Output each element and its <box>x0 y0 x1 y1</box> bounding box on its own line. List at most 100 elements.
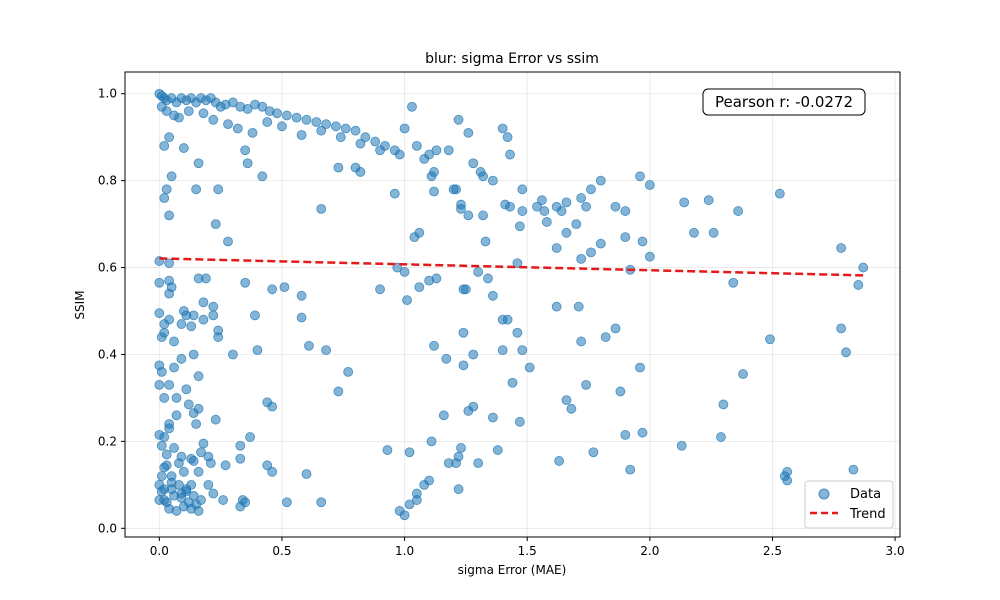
data-point <box>600 332 611 342</box>
data-point <box>620 232 631 243</box>
data-point <box>156 471 167 482</box>
scatter-points <box>154 88 869 521</box>
data-point <box>733 206 744 216</box>
data-point <box>402 295 412 306</box>
data-point <box>203 479 214 490</box>
data-point <box>250 310 260 321</box>
plot-frame <box>124 71 901 538</box>
data-point <box>581 379 591 390</box>
data-point <box>159 140 170 151</box>
data-point <box>524 362 535 373</box>
data-point <box>154 495 165 505</box>
data-point <box>419 154 430 164</box>
data-point <box>281 110 292 121</box>
data-point <box>205 458 216 469</box>
data-point <box>301 114 312 125</box>
data-point <box>625 464 636 475</box>
data-point <box>262 460 273 471</box>
trend-line-group <box>159 257 864 277</box>
data-point <box>453 451 464 462</box>
data-point <box>218 495 229 505</box>
data-point <box>196 447 206 458</box>
data-point <box>267 401 278 412</box>
data-point <box>512 258 523 269</box>
data-point <box>159 484 170 495</box>
data-point <box>171 393 182 403</box>
data-point <box>304 340 314 351</box>
data-point <box>350 125 361 136</box>
data-point <box>576 193 587 203</box>
data-point <box>853 280 864 290</box>
data-point <box>316 497 327 508</box>
data-point <box>458 360 469 371</box>
data-point <box>610 201 621 212</box>
data-point <box>588 447 599 458</box>
data-point <box>431 145 442 156</box>
x-tick-label: 2.5 <box>763 544 782 558</box>
data-point <box>382 445 393 455</box>
data-point <box>240 277 251 288</box>
data-point <box>429 186 439 197</box>
data-point <box>676 440 687 451</box>
data-point <box>475 167 486 177</box>
data-point <box>296 130 307 140</box>
data-point <box>782 475 793 486</box>
x-tick-label: 3.0 <box>886 544 905 558</box>
data-point <box>581 201 591 212</box>
data-point <box>451 184 461 195</box>
data-point <box>291 112 302 123</box>
data-point <box>483 273 493 284</box>
data-point <box>193 506 204 516</box>
data-point <box>497 123 508 134</box>
data-point <box>411 140 422 151</box>
data-point <box>505 201 515 212</box>
data-point <box>411 488 422 499</box>
data-point <box>399 510 410 521</box>
x-tick-label: 1.5 <box>518 544 537 558</box>
data-point <box>235 453 246 464</box>
chart-title: blur: sigma Error vs ssim <box>425 51 599 67</box>
data-point <box>407 101 417 112</box>
data-point <box>620 429 631 440</box>
data-point <box>213 184 224 195</box>
data-point <box>176 319 187 329</box>
data-point <box>429 340 439 351</box>
data-point <box>615 386 626 397</box>
data-point <box>257 171 268 182</box>
data-point <box>235 440 246 451</box>
data-point <box>556 206 567 216</box>
data-point <box>316 203 327 214</box>
data-point <box>223 236 233 247</box>
data-point <box>708 227 719 238</box>
data-point <box>644 180 655 190</box>
data-point <box>458 327 469 338</box>
data-point <box>277 121 287 132</box>
data-point <box>166 477 177 488</box>
data-point <box>164 423 175 434</box>
data-point <box>188 456 199 466</box>
data-point <box>497 345 508 356</box>
data-point <box>689 227 699 238</box>
data-point <box>343 366 354 377</box>
legend-trend-label: Trend <box>849 507 886 522</box>
data-point <box>517 206 528 216</box>
data-point <box>551 301 562 312</box>
data-point <box>561 395 572 406</box>
data-point <box>183 106 194 117</box>
data-point <box>311 117 322 127</box>
data-point <box>161 184 172 195</box>
data-point <box>637 236 648 247</box>
data-point <box>154 308 165 319</box>
data-point <box>370 136 381 147</box>
data-point <box>159 193 170 203</box>
data-point <box>399 267 410 277</box>
data-point <box>188 408 199 419</box>
data-point <box>399 123 410 134</box>
data-point <box>213 332 224 342</box>
data-point <box>156 332 167 342</box>
data-point <box>223 119 233 130</box>
data-point <box>208 310 219 321</box>
data-point <box>517 345 528 356</box>
annotation-text: Pearson r: -0.0272 <box>715 93 853 111</box>
data-point <box>188 310 199 321</box>
